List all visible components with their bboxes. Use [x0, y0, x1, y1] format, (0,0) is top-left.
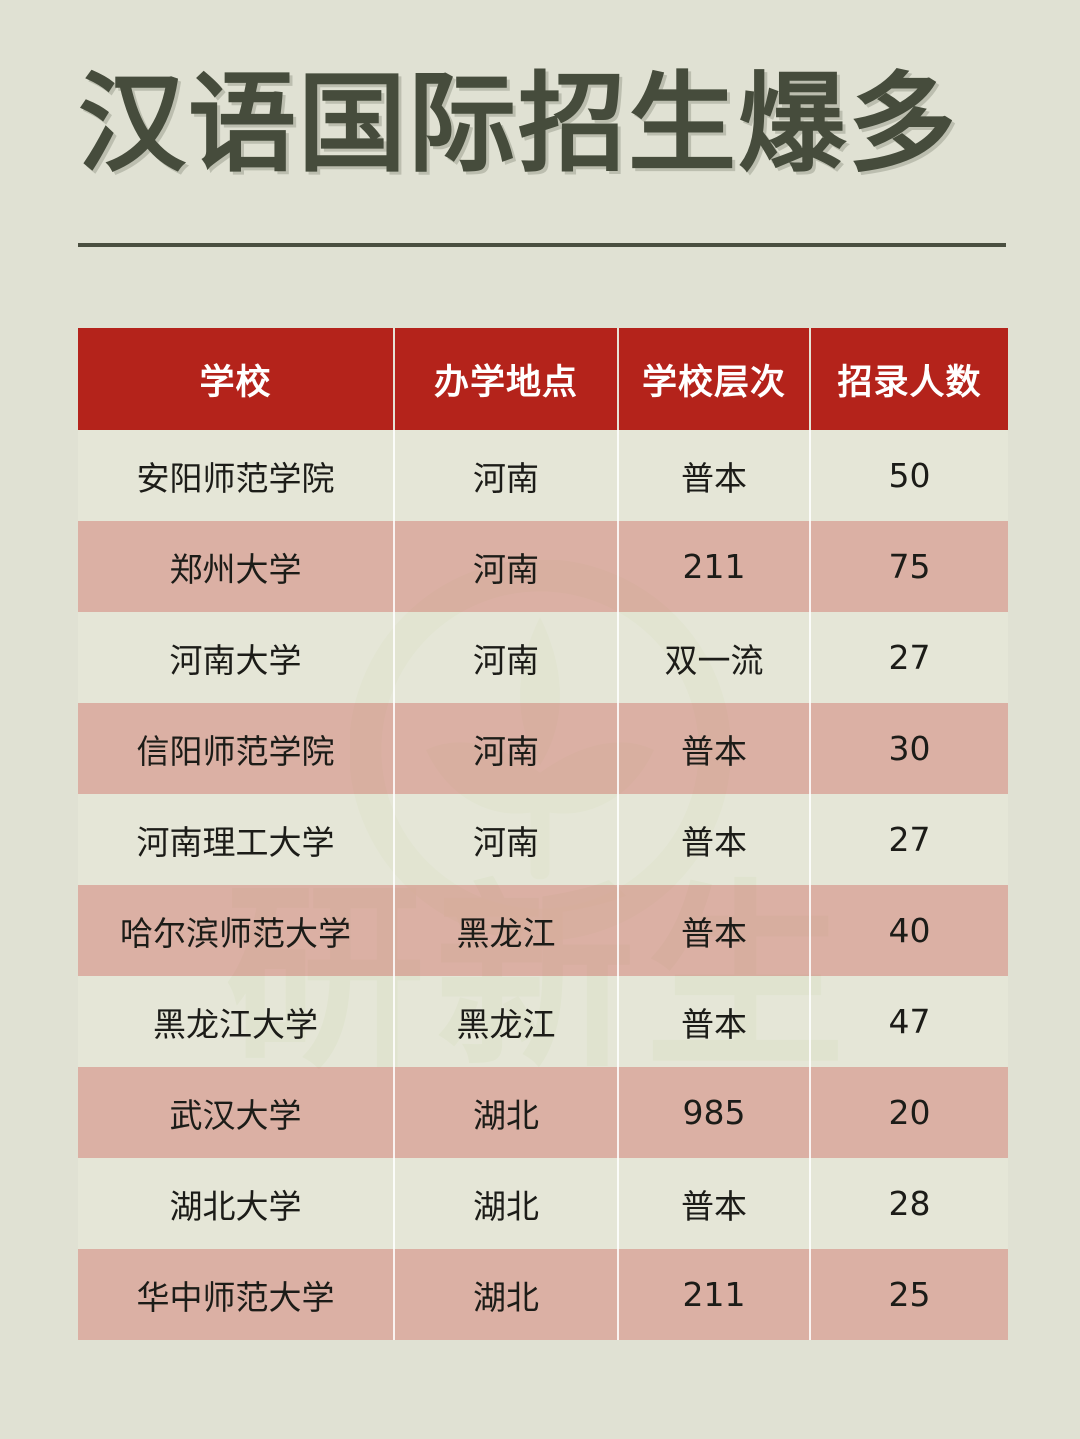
cell-tier: 普本 [618, 976, 811, 1067]
cell-school: 河南理工大学 [78, 794, 395, 885]
cell-school: 郑州大学 [78, 521, 395, 612]
table-body: 安阳师范学院 河南 普本 50 郑州大学 河南 211 75 河南大学 河南 双一流 27 信阳师范学院… [78, 430, 1008, 1340]
cell-location: 河南 [394, 703, 619, 794]
cell-tier: 普本 [618, 1158, 811, 1249]
cell-count: 75 [810, 521, 1008, 612]
table-row[interactable]: 安阳师范学院 河南 普本 50 [78, 430, 1008, 521]
cell-location: 黑龙江 [394, 976, 619, 1067]
cell-count: 25 [810, 1249, 1008, 1340]
column-header-school[interactable]: 学校 [78, 328, 395, 430]
table-row[interactable]: 河南理工大学 河南 普本 27 [78, 794, 1008, 885]
column-header-count[interactable]: 招录人数 [810, 328, 1008, 430]
column-header-location[interactable]: 办学地点 [394, 328, 619, 430]
cell-tier: 普本 [618, 794, 811, 885]
page-title: 汉语国际招生爆多 [78, 62, 959, 187]
table-header: 学校 办学地点 学校层次 招录人数 [78, 328, 1008, 430]
cell-tier: 普本 [618, 885, 811, 976]
cell-school: 安阳师范学院 [78, 430, 395, 521]
cell-school: 湖北大学 [78, 1158, 395, 1249]
table-row[interactable]: 郑州大学 河南 211 75 [78, 521, 1008, 612]
cell-school: 河南大学 [78, 612, 395, 703]
cell-count: 27 [810, 612, 1008, 703]
cell-location: 河南 [394, 794, 619, 885]
cell-location: 河南 [394, 430, 619, 521]
cell-location: 湖北 [394, 1158, 619, 1249]
cell-location: 湖北 [394, 1249, 619, 1340]
cell-tier: 985 [618, 1067, 811, 1158]
cell-location: 湖北 [394, 1067, 619, 1158]
table-row[interactable]: 河南大学 河南 双一流 27 [78, 612, 1008, 703]
table-row[interactable]: 华中师范大学 湖北 211 25 [78, 1249, 1008, 1340]
cell-count: 28 [810, 1158, 1008, 1249]
cell-school: 华中师范大学 [78, 1249, 395, 1340]
cell-location: 河南 [394, 521, 619, 612]
table-row[interactable]: 信阳师范学院 河南 普本 30 [78, 703, 1008, 794]
table-row[interactable]: 湖北大学 湖北 普本 28 [78, 1158, 1008, 1249]
cell-tier: 211 [618, 521, 811, 612]
cell-tier: 普本 [618, 430, 811, 521]
title-divider [78, 243, 1006, 247]
column-header-tier[interactable]: 学校层次 [618, 328, 811, 430]
cell-count: 20 [810, 1067, 1008, 1158]
table-row[interactable]: 黑龙江大学 黑龙江 普本 47 [78, 976, 1008, 1067]
cell-count: 50 [810, 430, 1008, 521]
cell-location: 河南 [394, 612, 619, 703]
table-row[interactable]: 武汉大学 湖北 985 20 [78, 1067, 1008, 1158]
cell-count: 40 [810, 885, 1008, 976]
cell-school: 哈尔滨师范大学 [78, 885, 395, 976]
table-header-row: 学校 办学地点 学校层次 招录人数 [78, 328, 1008, 430]
table-row[interactable]: 哈尔滨师范大学 黑龙江 普本 40 [78, 885, 1008, 976]
cell-tier: 211 [618, 1249, 811, 1340]
cell-tier: 普本 [618, 703, 811, 794]
cell-count: 27 [810, 794, 1008, 885]
cell-school: 黑龙江大学 [78, 976, 395, 1067]
cell-location: 黑龙江 [394, 885, 619, 976]
admissions-table: 学校 办学地点 学校层次 招录人数 安阳师范学院 河南 普本 50 郑州大学 河南 211 7… [78, 328, 1008, 1340]
cell-school: 信阳师范学院 [78, 703, 395, 794]
cell-tier: 双一流 [618, 612, 811, 703]
cell-school: 武汉大学 [78, 1067, 395, 1158]
cell-count: 30 [810, 703, 1008, 794]
cell-count: 47 [810, 976, 1008, 1067]
